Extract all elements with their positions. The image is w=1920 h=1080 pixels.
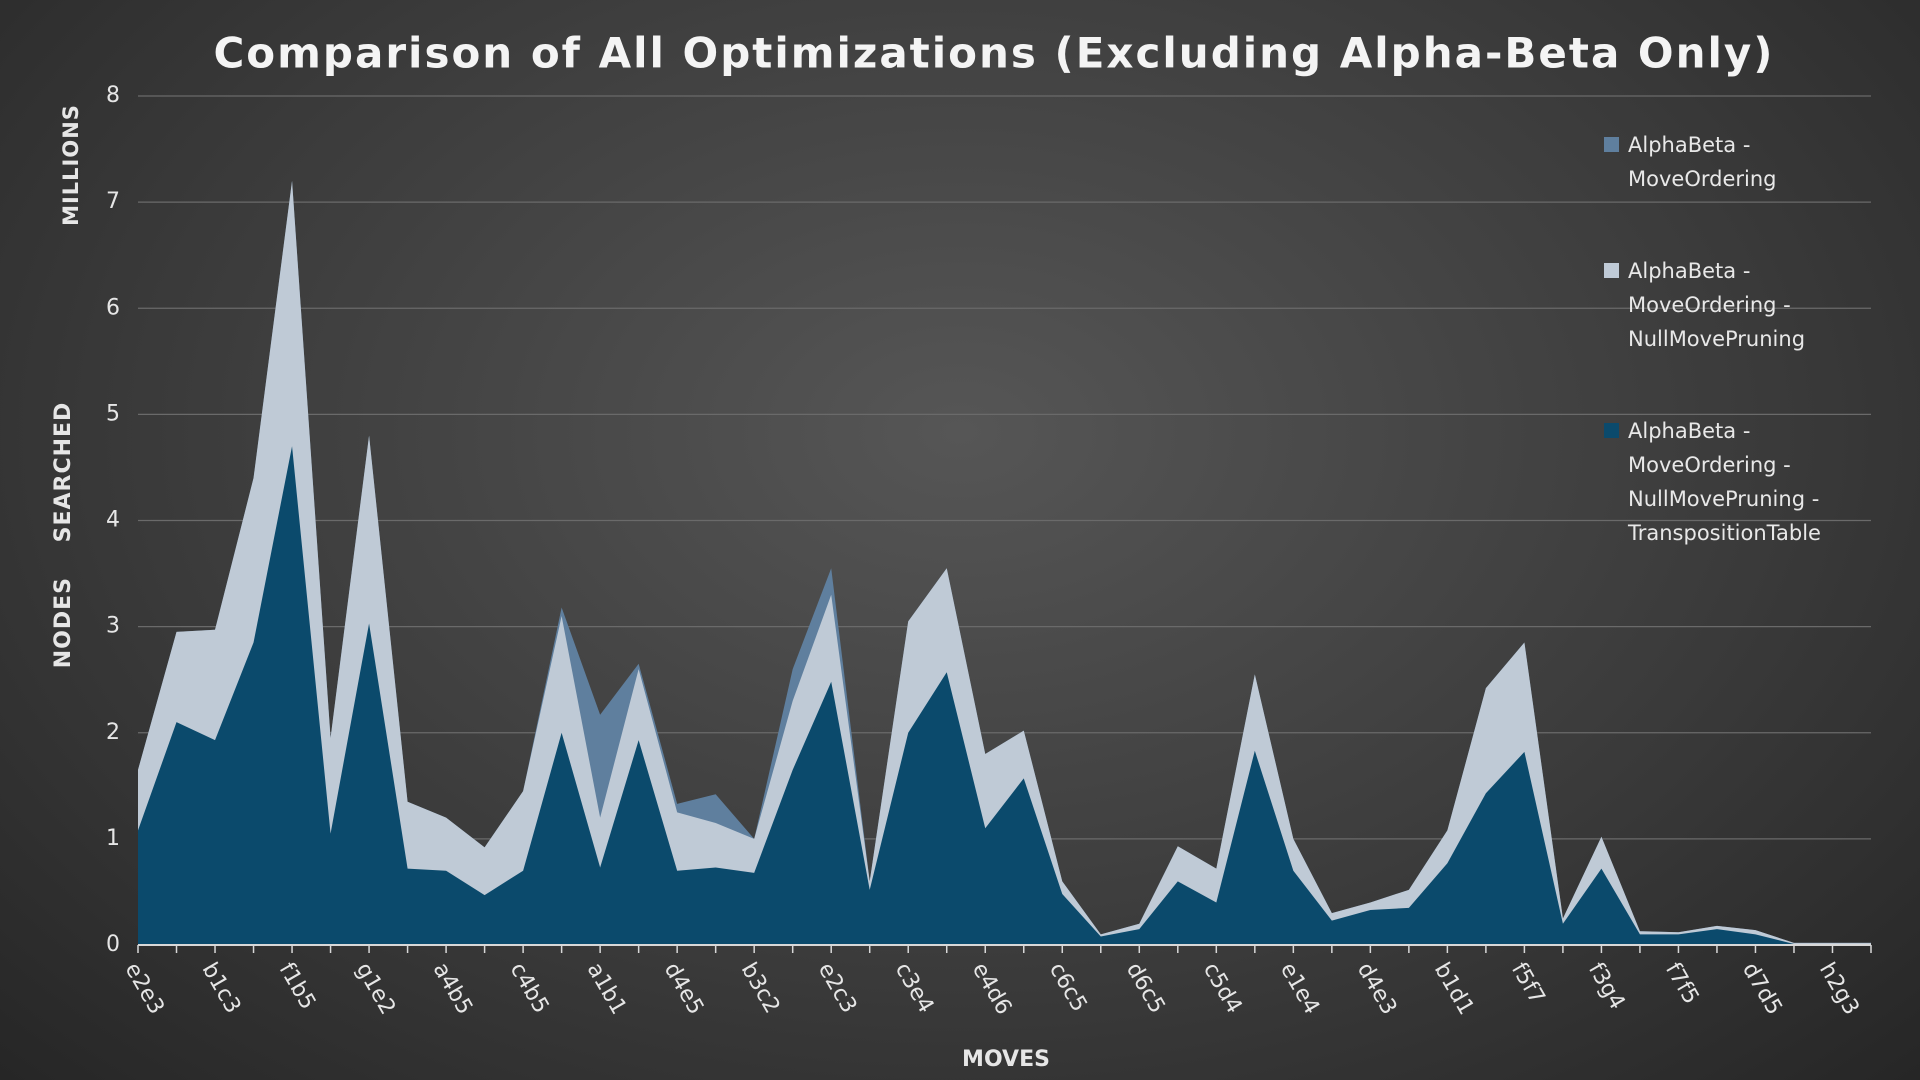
legend-swatch xyxy=(1604,137,1619,152)
x-tick-label: f3g4 xyxy=(1583,959,1630,1015)
x-tick-label: d4e3 xyxy=(1352,959,1401,1020)
legend-item: AlphaBeta - MoveOrdering xyxy=(1600,128,1840,196)
x-axis-label: MOVES xyxy=(962,1047,1050,1072)
y-tick-label: 8 xyxy=(106,83,120,108)
x-tick-label: b1c3 xyxy=(197,959,246,1018)
chart-title: Comparison of All Optimizations (Excludi… xyxy=(213,29,1774,78)
legend-item: AlphaBeta - MoveOrdering - NullMovePruni… xyxy=(1600,414,1840,550)
x-tick-label: b1d1 xyxy=(1429,959,1479,1020)
x-tick-label: f1b5 xyxy=(274,959,321,1015)
area xyxy=(138,180,1871,945)
y-tick-label: 3 xyxy=(106,614,120,639)
y-tick-label: 4 xyxy=(106,508,120,533)
x-tick-label: a1b1 xyxy=(582,959,631,1020)
legend-label: AlphaBeta - MoveOrdering xyxy=(1628,133,1777,191)
x-tick-label: e2e3 xyxy=(120,959,169,1019)
y-tick-label: 6 xyxy=(106,295,120,320)
legend: AlphaBeta - MoveOrdering AlphaBeta - Move… xyxy=(1600,128,1840,608)
x-tick-label: g1e2 xyxy=(351,959,400,1020)
y-tick-label: 0 xyxy=(106,932,120,957)
legend-swatch xyxy=(1604,263,1619,278)
x-tick-label: c6c5 xyxy=(1044,959,1092,1017)
area xyxy=(138,446,1871,945)
legend-label: AlphaBeta - MoveOrdering - NullMovePruni… xyxy=(1628,259,1806,351)
y-tick-label: 2 xyxy=(106,720,120,745)
y-tick-label: 7 xyxy=(106,189,120,214)
x-tick-label: c3e4 xyxy=(890,959,938,1018)
x-tick-label: d4e5 xyxy=(659,959,708,1020)
y-tick-label: 5 xyxy=(106,401,120,426)
y-tick-label: 1 xyxy=(106,826,120,851)
legend-label: AlphaBeta - MoveOrdering - NullMovePruni… xyxy=(1628,419,1821,545)
y-axis-label: NODES SEARCHED xyxy=(51,402,76,669)
y-axis-unit: MILLIONS xyxy=(59,104,83,226)
x-tick-label: a4b5 xyxy=(428,959,477,1020)
legend-item: AlphaBeta - MoveOrdering - NullMovePruni… xyxy=(1600,254,1840,356)
x-tick-label: e1e4 xyxy=(1275,959,1324,1019)
x-tick-label: d7d5 xyxy=(1737,959,1787,1020)
legend-swatch xyxy=(1604,423,1619,438)
x-tick-label: f5f7 xyxy=(1506,959,1549,1009)
x-tick-label: e2c3 xyxy=(813,959,861,1018)
x-tick-label: d6c5 xyxy=(1121,959,1170,1018)
x-tick-label: c5d4 xyxy=(1198,959,1247,1018)
x-tick-label: b3c2 xyxy=(736,959,785,1018)
x-tick-label: f7f5 xyxy=(1660,959,1703,1009)
x-tick-label: h2g3 xyxy=(1814,959,1864,1020)
x-tick-label: c4b5 xyxy=(505,959,554,1018)
x-tick-label: e4d6 xyxy=(967,959,1016,1020)
